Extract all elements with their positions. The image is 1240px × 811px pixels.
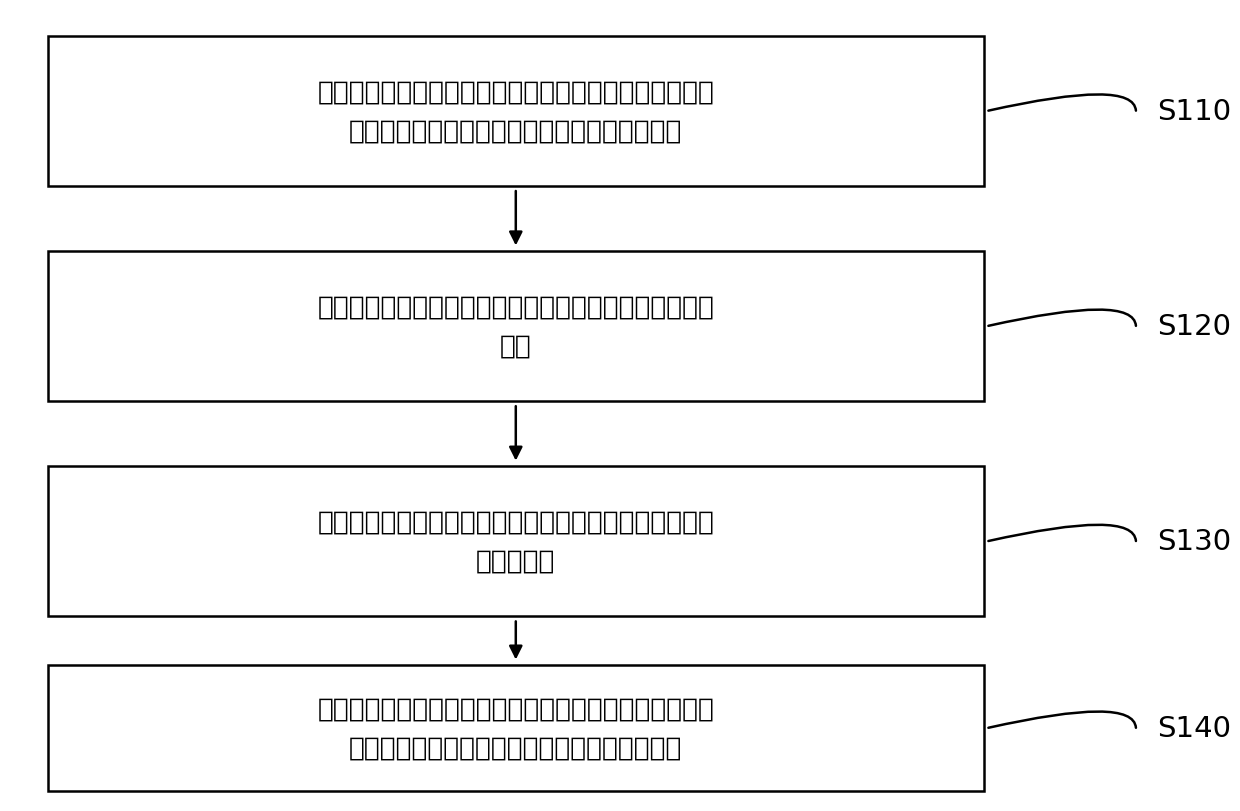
Text: 改为注入所述取样电流，得到所述晶体管漏极和源极之间
的第二电压: 改为注入所述取样电流，得到所述晶体管漏极和源极之间 的第二电压 [317,508,714,574]
Text: S110: S110 [1157,97,1231,126]
Text: 对晶体管施加测试电压并向所述晶体管的漏极注入取样电
流，得到所述晶体管漏极和源极之间的第一电压: 对晶体管施加测试电压并向所述晶体管的漏极注入取样电 流，得到所述晶体管漏极和源极… [317,79,714,144]
FancyBboxPatch shape [48,251,983,401]
Text: 改为注入测试电流，在给定的测试时间下，对所述晶体管
加热: 改为注入测试电流，在给定的测试时间下，对所述晶体管 加热 [317,294,714,359]
Text: S130: S130 [1157,527,1231,556]
Text: S140: S140 [1157,714,1231,742]
Text: 将所述第一电压与所述第二电压做差，根据所述第一电压
与所述第二电压的差值计算出所述晶体管的热阻: 将所述第一电压与所述第二电压做差，根据所述第一电压 与所述第二电压的差值计算出所… [317,695,714,761]
FancyBboxPatch shape [48,665,983,791]
FancyBboxPatch shape [48,466,983,616]
FancyBboxPatch shape [48,36,983,187]
Text: S120: S120 [1157,312,1231,341]
